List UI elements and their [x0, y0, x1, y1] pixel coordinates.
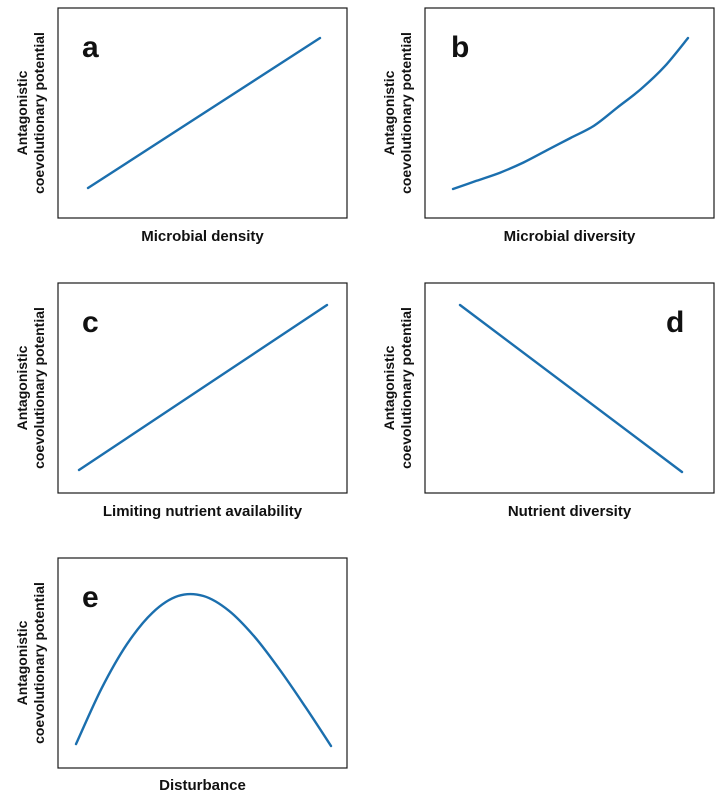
panel-label-d: d — [666, 306, 684, 339]
panel-label-c: c — [82, 306, 99, 339]
panel-d: d Nutrient diversity Antagonistic coevol… — [381, 282, 715, 520]
y-axis-label-line1-c: Antagonistic — [14, 345, 30, 430]
series-line-a — [86, 36, 322, 190]
plot-frame-e — [57, 557, 348, 769]
panel-b: b Microbial diversity Antagonistic coevo… — [381, 7, 715, 245]
y-axis-label-line2-d: coevolutionary potential — [398, 307, 414, 469]
panel-e: e Disturbance Antagonistic coevolutionar… — [14, 557, 348, 794]
x-axis-label-d: Nutrient diversity — [508, 503, 632, 520]
x-axis-label-c: Limiting nutrient availability — [103, 503, 303, 520]
panel-label-a: a — [82, 31, 99, 64]
y-axis-label-line1-b: Antagonistic — [381, 70, 397, 155]
series-line-c — [77, 303, 329, 472]
panel-a: a Microbial density Antagonistic coevolu… — [14, 7, 348, 245]
y-axis-label-line2-a: coevolutionary potential — [31, 32, 47, 194]
series-line-b — [451, 36, 690, 191]
series-line-d — [458, 303, 684, 474]
panel-label-e: e — [82, 581, 99, 614]
series-line-e — [74, 592, 333, 748]
x-axis-label-e: Disturbance — [159, 777, 246, 794]
y-axis-label-line2-b: coevolutionary potential — [398, 32, 414, 194]
y-axis-label-line2-c: coevolutionary potential — [31, 307, 47, 469]
panel-label-b: b — [451, 31, 469, 64]
panel-c: c Limiting nutrient availability Antagon… — [14, 282, 348, 520]
y-axis-label-line1-a: Antagonistic — [14, 70, 30, 155]
x-axis-label-a: Microbial density — [141, 228, 264, 245]
y-axis-label-line1-e: Antagonistic — [14, 620, 30, 705]
y-axis-label-line1-d: Antagonistic — [381, 345, 397, 430]
x-axis-label-b: Microbial diversity — [504, 228, 636, 245]
y-axis-label-line2-e: coevolutionary potential — [31, 582, 47, 744]
